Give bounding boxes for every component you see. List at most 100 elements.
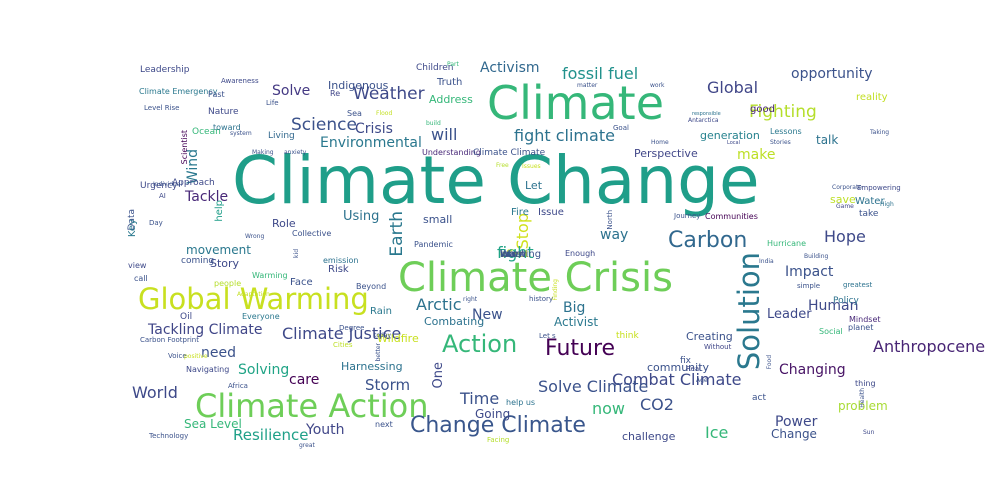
word-pandemic: Pandemic: [414, 240, 453, 249]
word-climate-justice: Climate Justice: [282, 324, 402, 343]
word-africa: Africa: [228, 382, 248, 390]
word-leader: Leader: [767, 307, 812, 322]
word-india: India: [759, 258, 774, 265]
word-cities: Cities: [333, 341, 353, 349]
word-climate-action: Climate Action: [195, 387, 429, 425]
word-ocean: Ocean: [192, 127, 221, 137]
word-action: Action: [442, 330, 518, 358]
word-facing: Facing: [487, 436, 510, 444]
word-goal: Goal: [613, 124, 629, 132]
word-responsible: responsible: [692, 111, 721, 117]
word-matter: matter: [577, 82, 598, 89]
word-approach: Approach: [172, 178, 215, 188]
word-indigenous: Indigenous: [328, 79, 389, 92]
word-rain: Rain: [370, 306, 392, 317]
word-tackling-climate: Tackling Climate: [148, 322, 263, 338]
word-fight: fight: [497, 243, 534, 262]
word-health: Health: [859, 388, 866, 408]
word-solution: Solution: [732, 252, 766, 371]
word-navigating: Navigating: [186, 365, 230, 374]
word-building: Building: [804, 253, 829, 260]
word-hope: Hope: [824, 227, 866, 246]
word-issues: Issues: [522, 163, 541, 170]
word-kid: kid: [293, 249, 300, 258]
word-anthropocene: Anthropocene: [873, 337, 986, 356]
word-climate-climate: Climate Climate: [473, 148, 546, 158]
word-understanding: Understanding: [422, 148, 481, 157]
word-warning: Warning: [500, 249, 542, 260]
word-toward: toward: [213, 123, 241, 132]
word-act: act: [752, 393, 766, 403]
word-science: Science: [291, 115, 357, 135]
word-will: will: [431, 125, 458, 144]
word-emission: emission: [323, 256, 359, 265]
word-climate: Climate: [487, 76, 665, 130]
word-creating: Creating: [686, 330, 733, 343]
word-help-us: help us: [506, 398, 536, 407]
word-call: call: [134, 274, 148, 283]
word-big: Big: [563, 300, 586, 316]
word-build: build: [426, 120, 441, 127]
word-world: World: [132, 383, 178, 402]
word-ice: Ice: [705, 423, 729, 442]
word-talk: talk: [816, 133, 839, 147]
word-fight-climate: fight climate: [514, 126, 615, 145]
word-small: small: [423, 213, 453, 226]
word-youth: Youth: [306, 422, 345, 438]
word-stories: Stories: [770, 139, 791, 146]
word-time: Time: [460, 389, 500, 408]
word-corporate: Corporate: [832, 184, 862, 191]
word-care: care: [289, 372, 320, 388]
word-finding: Finding: [552, 279, 559, 301]
word-making: Making: [252, 149, 274, 156]
word-real: Real: [686, 365, 702, 373]
word-positive: positive: [184, 353, 208, 360]
word-everyone: Everyone: [242, 312, 280, 321]
word-think: think: [616, 331, 639, 341]
word-leadership: Leadership: [140, 65, 190, 75]
word-activism: Activism: [480, 60, 540, 76]
word-resilience: Resilience: [233, 426, 309, 444]
word-fix: fix: [680, 356, 691, 366]
word-fighting: Fighting: [749, 102, 817, 122]
word-climate-emergency: Climate Emergency: [139, 87, 218, 96]
word-view: view: [128, 261, 147, 270]
word-people: people: [214, 279, 242, 288]
word-beyond: Beyond: [356, 282, 387, 291]
word-thing: thing: [855, 379, 876, 388]
word-earth: Earth: [387, 211, 407, 257]
word-harnessing: Harnessing: [341, 360, 403, 373]
word-high: High: [880, 201, 894, 208]
word-challenge: challenge: [622, 430, 676, 443]
word-combat-climate: Combat Climate: [612, 370, 742, 389]
word-ai: AI: [159, 192, 166, 200]
word-perspective: Perspective: [634, 147, 698, 160]
word-opportunity: opportunity: [791, 66, 873, 82]
word-crisis: Crisis: [355, 121, 393, 137]
word-food: Food: [766, 355, 773, 370]
word-change: Change: [771, 427, 817, 441]
word-carbon: Carbon: [668, 228, 748, 253]
word-wrong: Wrong: [245, 233, 265, 240]
word-technology: Technology: [149, 432, 189, 440]
word-combating: Combating: [424, 315, 485, 328]
word-let-s: Let s: [539, 332, 556, 340]
word-climate-change: Climate Change: [232, 142, 760, 219]
word-part: Part: [447, 61, 459, 68]
word-life: Life: [266, 99, 279, 107]
word-activist: Activist: [554, 315, 599, 329]
word-local: Local: [727, 140, 740, 146]
word-wildfire: Wildfire: [377, 332, 419, 345]
word-great: great: [299, 442, 315, 449]
word-level-rise: Level Rise: [144, 104, 180, 112]
word-solve: Solve: [272, 83, 311, 99]
word-effect: effect: [500, 249, 529, 260]
word-degree: Degree: [339, 324, 365, 332]
word-history: history: [529, 295, 554, 303]
word-solving: Solving: [238, 362, 290, 378]
word-work: work: [650, 82, 665, 89]
word-warming: Warming: [252, 271, 288, 280]
word-fossil-fuel: fossil fuel: [562, 64, 639, 83]
word-fire: Fire: [511, 207, 529, 218]
word-system: system: [230, 130, 252, 137]
